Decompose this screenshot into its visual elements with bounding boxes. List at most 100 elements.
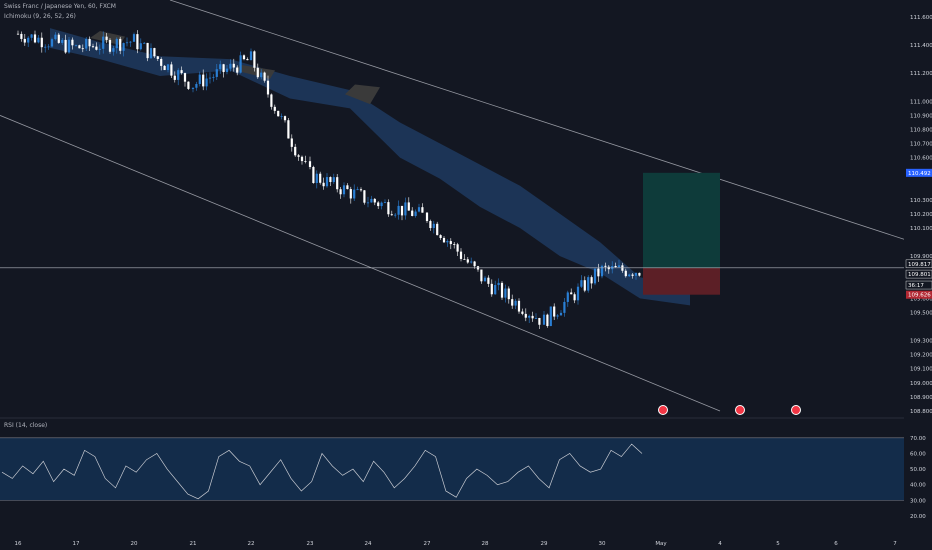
- candle-body: [487, 277, 490, 284]
- candle-body: [187, 81, 190, 89]
- time-tick-label: 4: [718, 541, 722, 547]
- candle-body: [33, 34, 37, 43]
- time-axis[interactable]: 16 17 20 21 22 23 24 27 28 29 30 May 4 5 6 7: [15, 541, 898, 547]
- candle-body: [566, 292, 569, 302]
- price-tag: 109.626: [906, 290, 932, 299]
- price-tick-label: 110.200: [910, 212, 932, 218]
- price-tag-label: 109.626: [908, 293, 931, 299]
- rsi-tick-label: 30.00: [910, 498, 926, 504]
- cloud-bear-area: [345, 84, 380, 105]
- candle-body: [81, 48, 84, 50]
- channel-upper-line: [169, 0, 905, 240]
- time-tick-label: 7: [893, 541, 897, 547]
- time-tick-label: 23: [307, 541, 314, 547]
- candle-body: [631, 274, 634, 276]
- price-tick-label: 110.700: [910, 142, 932, 148]
- long-position-tool[interactable]: [643, 172, 720, 295]
- price-tag-label: 110.492: [908, 171, 931, 177]
- candle-body: [239, 55, 242, 73]
- candle-body: [146, 42, 149, 59]
- candle-body: [315, 173, 318, 183]
- candle-body: [638, 272, 641, 276]
- candle-body: [163, 65, 166, 71]
- candle-body: [590, 277, 593, 284]
- candle-body: [242, 55, 246, 60]
- price-tag-bg: [906, 168, 932, 177]
- candle-body: [325, 177, 329, 187]
- candle-body: [390, 214, 393, 216]
- candle-body: [212, 76, 215, 78]
- candle-body: [205, 78, 208, 87]
- candle-body: [125, 42, 129, 44]
- candle-body: [573, 294, 576, 301]
- candle-body: [394, 214, 397, 216]
- price-axis[interactable]: 111.600 111.400 111.200 111.000 110.900 110.8…: [904, 0, 932, 550]
- rsi-label[interactable]: RSI (14, close): [4, 422, 48, 429]
- candle-body: [332, 177, 335, 183]
- candle-body: [425, 212, 429, 222]
- candle-body: [339, 189, 342, 195]
- candle-body: [342, 185, 346, 195]
- candle-body: [280, 116, 283, 117]
- event-flag-icon: [735, 405, 745, 415]
- candle-body: [366, 202, 370, 204]
- time-tick-label: 6: [834, 541, 838, 547]
- price-tick-label: 109.100: [910, 367, 932, 373]
- time-tick-label: 29: [541, 541, 548, 547]
- price-tick-label: 109.600: [910, 296, 932, 302]
- candle-body: [446, 241, 449, 243]
- candle-body: [377, 202, 380, 207]
- candle-body: [436, 223, 439, 236]
- economic-events[interactable]: [658, 405, 801, 415]
- candle-body: [20, 33, 23, 39]
- ichimoku-label[interactable]: Ichimoku (9, 26, 52, 26): [4, 13, 76, 20]
- price-tag: 109.817: [905, 259, 932, 269]
- candle-body: [383, 202, 387, 203]
- rsi-tick-label: 60.00: [910, 451, 926, 457]
- candle-body: [308, 161, 312, 167]
- candle-body: [85, 38, 88, 49]
- candle-body: [453, 244, 456, 245]
- time-tick-label: 24: [365, 541, 372, 547]
- trend-channel[interactable]: [0, 0, 905, 412]
- price-tick-label: 110.600: [910, 156, 932, 162]
- candle-body: [576, 286, 580, 301]
- candle-body: [71, 39, 74, 46]
- price-tag: 109.801: [905, 269, 932, 279]
- candle-body: [407, 202, 410, 211]
- candle-body: [349, 189, 352, 199]
- price-tag-label: 109.801: [908, 272, 931, 278]
- candle-body: [253, 51, 256, 68]
- candle-body: [98, 48, 101, 50]
- time-tick-label: 17: [73, 541, 80, 547]
- price-tick-label: 111.200: [910, 71, 932, 77]
- candle-body: [432, 223, 435, 229]
- candle-body: [490, 283, 493, 295]
- price-tick-label: 109.900: [910, 254, 932, 260]
- candle-body: [287, 120, 290, 139]
- candle-body: [363, 190, 366, 203]
- candle-body: [115, 38, 118, 49]
- candle-body: [497, 282, 500, 286]
- ichimoku-cloud: [50, 28, 690, 306]
- candle-body: [61, 39, 64, 43]
- candle-body: [617, 265, 621, 268]
- candle-body: [370, 198, 373, 203]
- candle-body: [277, 110, 280, 117]
- candle-body: [64, 39, 67, 53]
- rsi-pane: [0, 417, 932, 501]
- price-tag-bg: [905, 259, 932, 269]
- price-tick-label: 111.600: [910, 15, 932, 21]
- candle-body: [105, 36, 108, 40]
- profit-zone: [643, 172, 720, 268]
- candle-body: [215, 69, 218, 77]
- candle-body: [225, 68, 229, 73]
- candle-body: [166, 64, 170, 71]
- candle-body: [563, 301, 566, 313]
- price-tag-bg: [906, 290, 932, 299]
- candle-body: [283, 116, 287, 121]
- candle-body: [219, 64, 222, 70]
- event-flag-icon: [658, 405, 668, 415]
- candle-body: [270, 94, 273, 107]
